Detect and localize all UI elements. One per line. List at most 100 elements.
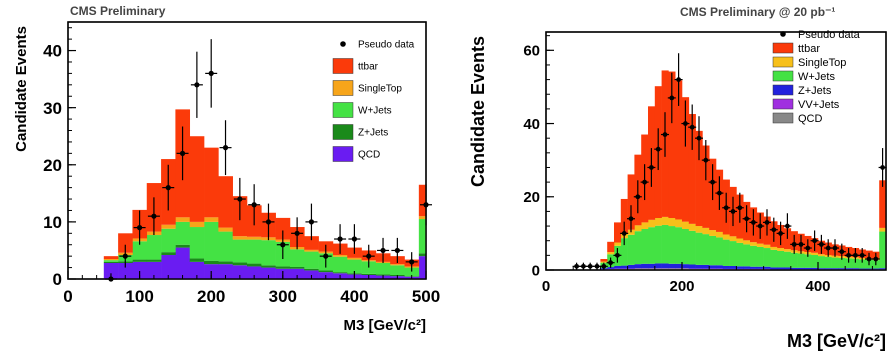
data-point bbox=[642, 179, 647, 185]
bar-segment bbox=[879, 180, 887, 228]
bar-segment bbox=[770, 267, 778, 270]
legend-item: QCD bbox=[772, 112, 823, 125]
data-point bbox=[151, 213, 157, 219]
bar-segment bbox=[722, 234, 730, 240]
x-tick-label: 400 bbox=[805, 278, 830, 295]
data-point bbox=[723, 205, 729, 211]
bar-segment bbox=[634, 268, 642, 270]
data-point bbox=[819, 241, 824, 247]
bar-segment bbox=[118, 233, 133, 253]
bar-segment bbox=[872, 268, 880, 270]
chart-title: CMS Preliminary bbox=[70, 4, 166, 18]
bar-segment bbox=[729, 241, 737, 266]
y-tick-label: 0 bbox=[53, 270, 62, 289]
bar-segment bbox=[702, 234, 710, 265]
bar-segment bbox=[641, 228, 649, 264]
bar-segment bbox=[648, 268, 656, 270]
bar-segment bbox=[852, 268, 860, 270]
bar-segment bbox=[232, 236, 248, 240]
bar-segment bbox=[784, 267, 792, 270]
bar-segment bbox=[146, 261, 162, 279]
data-point bbox=[323, 253, 329, 259]
bar-segment bbox=[770, 246, 778, 250]
bar-segment bbox=[627, 234, 635, 265]
bar-segment bbox=[375, 263, 391, 275]
bar-segment bbox=[189, 258, 205, 262]
bar-segment bbox=[304, 249, 319, 252]
bar-segment bbox=[275, 266, 291, 269]
bar-segment bbox=[797, 253, 805, 268]
legend-swatch bbox=[332, 124, 354, 140]
bar-segment bbox=[661, 216, 669, 225]
bar-segment bbox=[247, 263, 262, 267]
legend-swatch bbox=[772, 70, 794, 82]
bar-segment bbox=[620, 265, 628, 269]
bar-segment bbox=[709, 265, 717, 269]
bar-segment bbox=[332, 256, 348, 273]
legend-label: VV+Jets bbox=[798, 99, 840, 111]
data-point bbox=[812, 238, 817, 244]
bar-segment bbox=[852, 258, 860, 269]
legend-item: ttbar bbox=[772, 42, 820, 55]
bar-segment bbox=[709, 230, 717, 236]
y-tick-label: 20 bbox=[43, 156, 62, 175]
bar-segment bbox=[118, 263, 133, 279]
data-point bbox=[785, 223, 790, 229]
chart-right: CMS Preliminary @ 20 pb⁻¹ 0 20 40 60 0 200 400 M… bbox=[468, 5, 887, 351]
bar-segment bbox=[702, 227, 710, 235]
legend-swatch bbox=[332, 102, 354, 118]
data-point bbox=[798, 241, 804, 247]
bar-segment bbox=[682, 228, 690, 265]
series-singletop bbox=[600, 216, 887, 263]
bar-segment bbox=[831, 268, 839, 270]
bar-segment bbox=[743, 266, 751, 269]
data-point bbox=[880, 165, 885, 170]
bar-segment bbox=[204, 221, 219, 261]
bar-segment bbox=[390, 264, 405, 266]
bar-segment bbox=[709, 235, 717, 266]
x-tick-label: 100 bbox=[125, 287, 153, 306]
bar-segment bbox=[756, 246, 764, 267]
bar-segment bbox=[675, 219, 683, 228]
pseudo-data-points bbox=[572, 53, 887, 270]
data-point bbox=[710, 179, 715, 185]
bar-segment bbox=[103, 261, 119, 264]
y-tick-label: 0 bbox=[532, 262, 540, 279]
bar-segment bbox=[318, 270, 334, 273]
bar-segment bbox=[247, 236, 262, 240]
bar-segment bbox=[175, 247, 191, 279]
data-point bbox=[676, 77, 681, 82]
bar-segment bbox=[161, 228, 176, 253]
bar-segment bbox=[103, 260, 119, 262]
bar-segment bbox=[620, 198, 628, 234]
bar-segment bbox=[716, 237, 724, 266]
legend-label: Z+Jets bbox=[358, 128, 388, 139]
bar-segment bbox=[845, 268, 853, 270]
legend-marker bbox=[340, 41, 346, 47]
bar-segment bbox=[189, 261, 205, 279]
data-point bbox=[662, 132, 668, 137]
bar-segment bbox=[736, 266, 744, 269]
bar-segment bbox=[175, 244, 191, 248]
bar-segment bbox=[218, 231, 233, 262]
legend-item: ttbar bbox=[332, 58, 379, 74]
x-axis: 0 200 400 bbox=[542, 262, 873, 295]
bar-segment bbox=[103, 256, 119, 260]
data-point bbox=[265, 219, 272, 225]
legend-label: SingleTop bbox=[798, 57, 846, 69]
legend-item: W+Jets bbox=[332, 102, 392, 118]
bar-segment bbox=[824, 268, 832, 270]
bar-segment bbox=[729, 265, 737, 269]
bar-segment bbox=[275, 217, 291, 240]
bar-segment bbox=[811, 254, 819, 268]
bar-segment bbox=[261, 265, 276, 268]
bar-segment bbox=[661, 268, 669, 270]
legend-swatch bbox=[332, 58, 354, 74]
legend-swatch bbox=[772, 98, 794, 110]
data-point bbox=[744, 216, 749, 222]
bar-segment bbox=[688, 264, 696, 269]
data-point bbox=[703, 157, 709, 163]
data-point bbox=[208, 70, 214, 76]
plot-frame-top bbox=[67, 21, 427, 280]
legend-item: Z+Jets bbox=[772, 84, 832, 97]
